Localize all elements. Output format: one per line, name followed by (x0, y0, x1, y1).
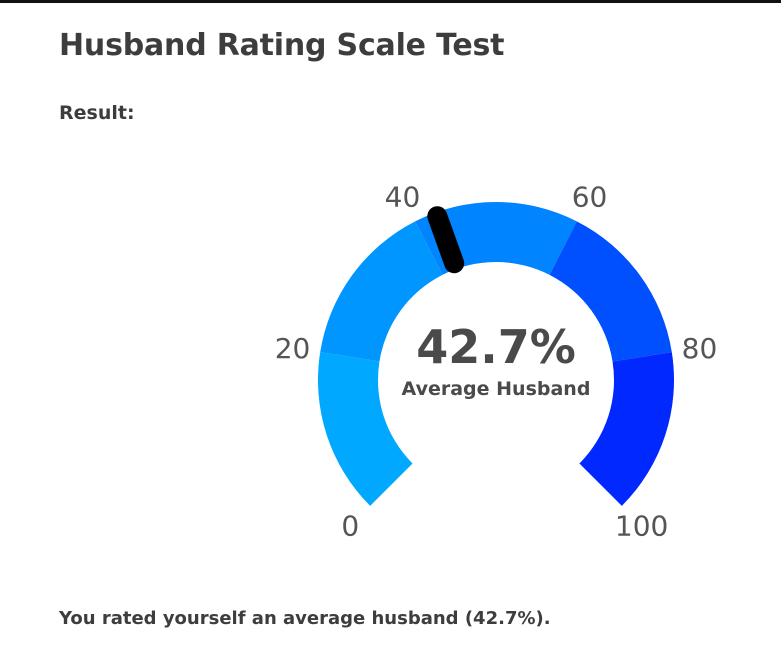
page-title: Husband Rating Scale Test (59, 28, 505, 63)
top-border (0, 0, 781, 3)
gauge-tick-labels: 0 20 40 60 80 100 (275, 180, 718, 542)
gauge-needle-bar (427, 206, 465, 274)
gauge-tick-label-60: 60 (572, 180, 608, 213)
gauge-tick-label-0: 0 (341, 510, 359, 543)
gauge-segment-1 (320, 221, 443, 362)
gauge-value: 42.7% (416, 320, 576, 374)
gauge-tick-label-80: 80 (682, 332, 718, 365)
gauge-segment-4 (579, 352, 674, 506)
gauge-needle (427, 206, 465, 274)
gauge-tick-label-40: 40 (385, 180, 421, 213)
gauge-segment-3 (549, 221, 672, 362)
result-label: Result: (59, 102, 135, 124)
gauge-segment-0 (318, 352, 413, 506)
gauge-tick-label-20: 20 (275, 332, 311, 365)
result-text: You rated yourself an average husband (4… (59, 608, 551, 629)
gauge-caption: Average Husband (402, 378, 591, 400)
gauge-tick-label-100: 100 (615, 510, 668, 543)
